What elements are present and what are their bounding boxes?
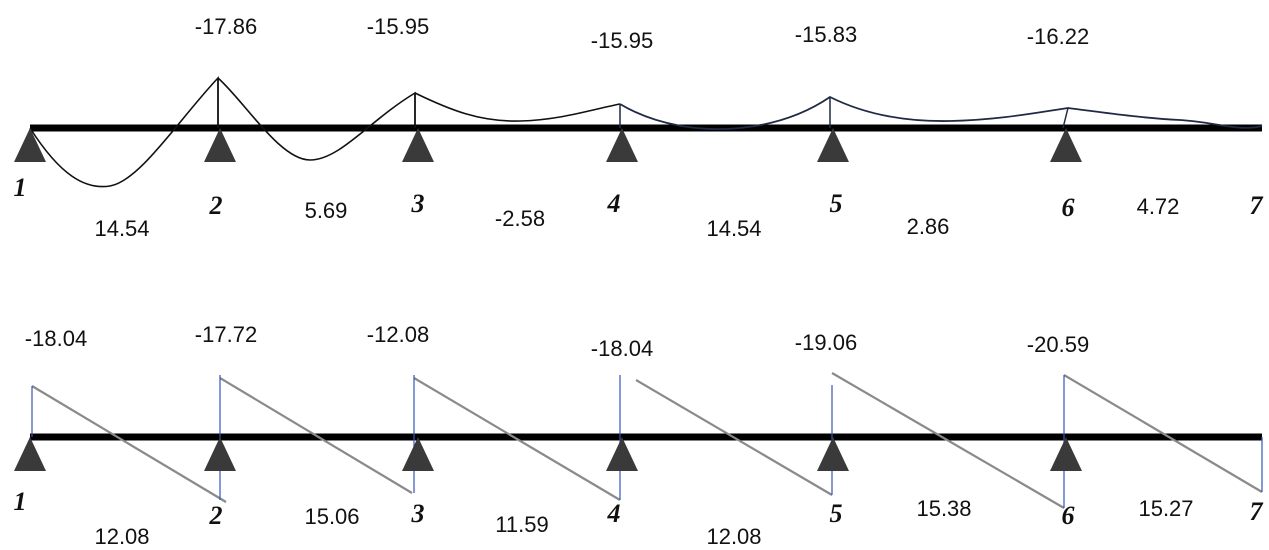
shear-line-span-6 — [1063, 374, 1263, 493]
moment-curve-left — [29, 75, 621, 188]
shear-support-value: -19.06 — [795, 330, 857, 355]
moment-support-label: 1 — [14, 173, 27, 202]
shear-support-label: 6 — [1062, 501, 1075, 530]
shear-support-value: -18.04 — [25, 326, 87, 351]
shear-line-span-5 — [831, 372, 1065, 509]
support-triangle — [402, 437, 434, 471]
shear-line-span-2 — [219, 377, 413, 494]
moment-support-value: -16.22 — [1027, 24, 1089, 49]
shear-diagram: -18.04 -17.72 -12.08 -18.04 -19.06 -20.5… — [14, 322, 1264, 549]
support-triangle — [14, 128, 46, 162]
support-triangle — [1050, 128, 1082, 162]
shear-support-label: 5 — [830, 499, 843, 528]
support-triangle — [606, 437, 638, 471]
support-triangle — [817, 437, 849, 471]
moment-diagram: -17.86 -15.95 -15.95 -15.83 -16.22 14.54… — [14, 14, 1264, 241]
moment-span-value: 2.86 — [907, 214, 950, 239]
shear-support-value: -18.04 — [591, 336, 653, 361]
shear-support-value: -17.72 — [195, 322, 257, 347]
shear-supports — [14, 437, 1082, 471]
shear-span-value: 15.06 — [304, 504, 359, 529]
moment-support-label: 2 — [209, 191, 223, 220]
shear-support-label: 2 — [209, 501, 223, 530]
moment-support-value: -15.83 — [795, 22, 857, 47]
moment-span-value: 14.54 — [706, 216, 761, 241]
shear-line-span-4 — [635, 379, 833, 496]
shear-span-value: 15.27 — [1138, 496, 1193, 521]
moment-support-label: 5 — [830, 189, 843, 218]
shear-support-label: 4 — [607, 499, 621, 528]
moment-span-value: -2.58 — [495, 206, 545, 231]
shear-line-span-1 — [31, 385, 227, 503]
shear-span-value: 15.38 — [916, 496, 971, 521]
shear-span-value: 12.08 — [706, 524, 761, 549]
support-triangle — [1050, 437, 1082, 471]
moment-support-value: -17.86 — [195, 14, 257, 39]
shear-support-label: 7 — [1250, 497, 1264, 526]
moment-curve-right — [619, 95, 1263, 130]
moment-supports — [14, 128, 1082, 162]
moment-support-label: 7 — [1250, 191, 1264, 220]
shear-support-value: -20.59 — [1027, 332, 1089, 357]
shear-support-label: 3 — [411, 499, 425, 528]
shear-line-span-3 — [413, 377, 621, 501]
support-triangle — [606, 128, 638, 162]
shear-span-value: 11.59 — [495, 512, 548, 537]
shear-support-label: 1 — [14, 487, 27, 516]
moment-tick-6 — [1062, 107, 1069, 129]
moment-span-value: 14.54 — [94, 216, 149, 241]
support-triangle — [817, 128, 849, 162]
support-triangle — [204, 437, 236, 471]
shear-span-value: 12.08 — [94, 524, 149, 549]
moment-support-value: -15.95 — [367, 14, 429, 39]
support-triangle — [204, 128, 236, 162]
moment-support-value: -15.95 — [591, 28, 653, 53]
support-triangle — [14, 437, 46, 471]
support-triangle — [402, 128, 434, 162]
moment-support-label: 6 — [1062, 193, 1075, 222]
moment-span-value: 4.72 — [1137, 194, 1180, 219]
moment-span-value: 5.69 — [305, 198, 348, 223]
moment-support-label: 3 — [411, 189, 425, 218]
moment-support-label: 4 — [607, 189, 621, 218]
shear-diagonals — [31, 372, 1263, 509]
shear-verticals — [31, 375, 1263, 508]
shear-support-value: -12.08 — [367, 322, 429, 347]
